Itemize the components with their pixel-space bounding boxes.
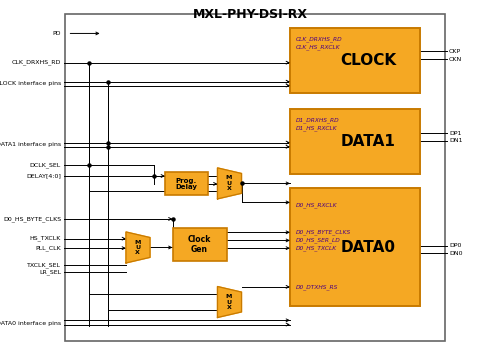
Text: D0_HS_TXCLK: D0_HS_TXCLK	[296, 245, 337, 251]
Text: M
U
X: M U X	[134, 240, 140, 255]
Text: CKP: CKP	[449, 49, 461, 54]
Text: D0_HS_RXCLK: D0_HS_RXCLK	[296, 202, 338, 208]
Bar	[290, 109, 420, 174]
Text: DCLK_SEL: DCLK_SEL	[30, 163, 61, 168]
Bar	[165, 172, 208, 195]
Text: M
U
X: M U X	[226, 294, 232, 310]
Text: MXL-PHY-DSI-RX: MXL-PHY-DSI-RX	[192, 8, 308, 20]
Text: CKN: CKN	[449, 57, 462, 62]
Text: CLK_DRXHS_RD: CLK_DRXHS_RD	[12, 60, 61, 65]
Text: CLOCK interface pins: CLOCK interface pins	[0, 81, 61, 86]
Text: Clock
Gen: Clock Gen	[188, 235, 211, 254]
Text: LR_SEL: LR_SEL	[39, 269, 61, 275]
Text: DP0: DP0	[449, 243, 462, 248]
Bar	[172, 228, 227, 261]
Text: D1_HS_RXCLK: D1_HS_RXCLK	[296, 126, 338, 131]
Text: PD: PD	[52, 31, 61, 36]
Bar	[290, 188, 420, 306]
Text: CLK_HS_RXCLK: CLK_HS_RXCLK	[296, 45, 341, 50]
Text: DATA0 interface pins: DATA0 interface pins	[0, 321, 61, 326]
Bar	[290, 28, 420, 93]
Text: D0_HS_BYTE_CLKS: D0_HS_BYTE_CLKS	[296, 230, 351, 235]
Text: DATA1: DATA1	[340, 134, 396, 149]
Text: CLK_DRXHS_RD: CLK_DRXHS_RD	[296, 37, 343, 42]
Text: HS_TXCLK: HS_TXCLK	[30, 236, 61, 241]
Text: DN1: DN1	[449, 138, 462, 143]
Text: DP1: DP1	[449, 131, 462, 136]
Text: TXCLK_SEL: TXCLK_SEL	[27, 262, 61, 268]
Text: D0_HS_SER_LD: D0_HS_SER_LD	[296, 238, 341, 243]
Text: D1_DRXHS_RD: D1_DRXHS_RD	[296, 118, 340, 123]
Text: D0_HS_BYTE_CLKS: D0_HS_BYTE_CLKS	[3, 216, 61, 222]
Text: DATA1 interface pins: DATA1 interface pins	[0, 142, 61, 147]
Polygon shape	[218, 168, 242, 199]
Text: Prog.
Delay: Prog. Delay	[176, 178, 197, 190]
Text: CLOCK: CLOCK	[340, 53, 396, 68]
Text: PLL_CLK: PLL_CLK	[35, 245, 61, 251]
Text: DELAY[4:0]: DELAY[4:0]	[26, 174, 61, 178]
Text: DATA0: DATA0	[340, 240, 396, 255]
Text: M
U
X: M U X	[226, 176, 232, 191]
Text: D0_DTXHS_RS: D0_DTXHS_RS	[296, 284, 339, 290]
Polygon shape	[218, 287, 242, 318]
Bar	[65, 14, 445, 341]
Polygon shape	[126, 232, 150, 263]
Text: DN0: DN0	[449, 251, 462, 256]
